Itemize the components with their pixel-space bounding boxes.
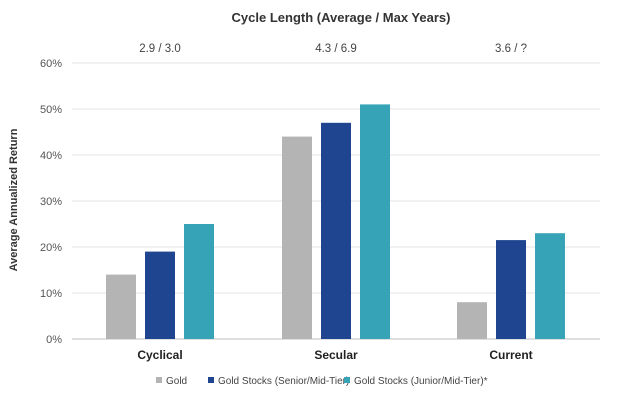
legend-swatch-series-2 (208, 377, 214, 383)
category-label-layer: Cyclical Secular Current (137, 348, 532, 362)
legend-label-series-1: Gold (166, 376, 187, 387)
y-tick-label: 60% (40, 58, 62, 70)
category-label-cyclical: Cyclical (137, 348, 182, 362)
bar-secular-series-1 (282, 136, 312, 339)
cycle-length-current: 3.6 / ? (495, 43, 527, 55)
bar-cyclical-series-3 (184, 224, 214, 339)
legend-swatch-series-3 (344, 377, 350, 383)
category-label-current: Current (489, 348, 532, 362)
y-axis-label: Average Annualized Return (8, 128, 20, 271)
bar-current-series-2 (496, 240, 526, 339)
cycle-length-cyclical: 2.9 / 3.0 (139, 43, 181, 55)
cycle-length-secular: 4.3 / 6.9 (315, 43, 357, 55)
y-tick-label: 30% (40, 196, 62, 208)
bar-secular-series-2 (321, 122, 351, 339)
y-tick-label: 50% (40, 104, 62, 116)
y-tick-label: 20% (40, 242, 62, 254)
bar-secular-series-3 (360, 104, 390, 340)
category-label-secular: Secular (314, 348, 358, 362)
bar-cyclical-series-2 (145, 251, 175, 339)
y-tick-layer: 0% 10% 20% 30% 40% 50% 60% (40, 58, 62, 346)
bar-layer (106, 104, 565, 340)
y-tick-label: 40% (40, 150, 62, 162)
bar-cyclical-series-1 (106, 274, 136, 339)
y-tick-label: 0% (46, 334, 62, 346)
legend-label-series-3: Gold Stocks (Junior/Mid-Tier)* (354, 376, 488, 387)
y-tick-label: 10% (40, 288, 62, 300)
bar-current-series-3 (535, 233, 565, 339)
legend-swatch-series-1 (156, 377, 162, 383)
bar-current-series-1 (457, 302, 487, 339)
legend-label-series-2: Gold Stocks (Senior/Mid-Tier) (218, 376, 349, 387)
legend: Gold Gold Stocks (Senior/Mid-Tier) Gold St… (156, 376, 488, 387)
chart-title: Cycle Length (Average / Max Years) (232, 10, 451, 25)
